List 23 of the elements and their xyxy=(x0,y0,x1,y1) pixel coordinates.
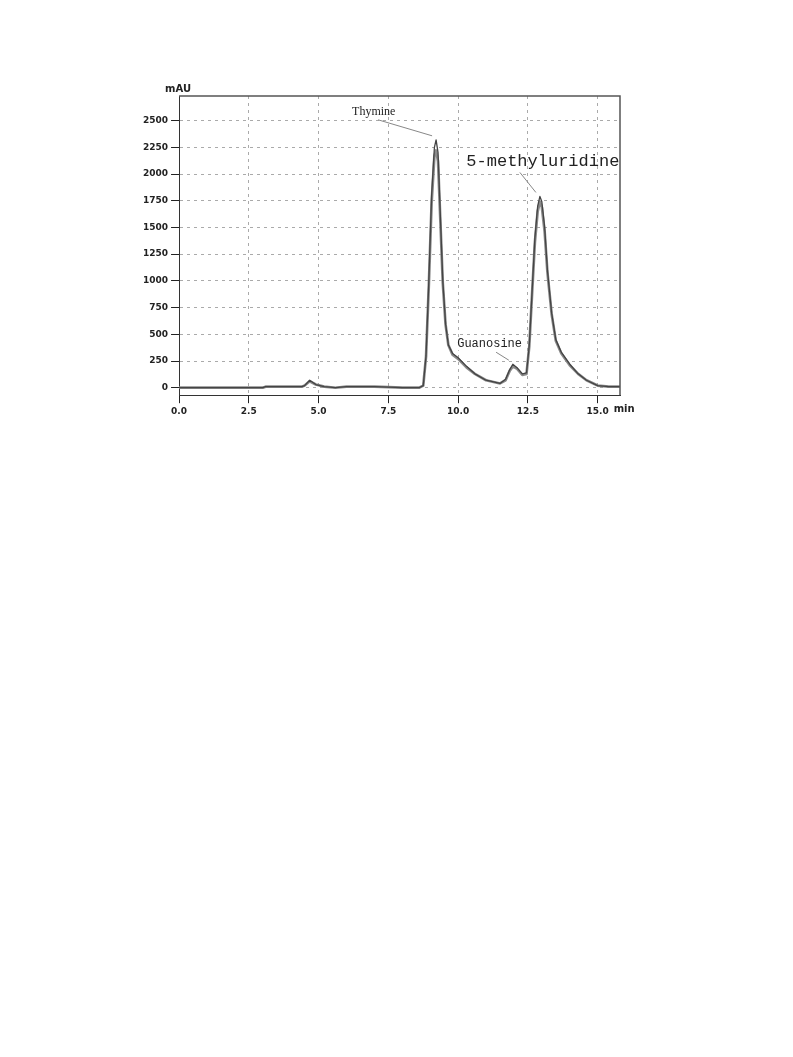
y-tick-label: 2500 xyxy=(142,114,169,125)
x-tick-label: 10.0 xyxy=(447,405,470,416)
y-tick-label: 250 xyxy=(149,355,169,366)
y-tick-label: 1750 xyxy=(142,195,169,206)
y-tick-label: 1500 xyxy=(142,221,169,232)
y-tick-label: 1250 xyxy=(142,248,169,259)
x-tick-label: 7.5 xyxy=(380,405,397,416)
y-tick-label: 0 xyxy=(161,382,169,393)
annotation: 5-methyluridine xyxy=(466,152,620,172)
x-tick-label: 0.0 xyxy=(171,405,188,416)
y-tick-label: 1000 xyxy=(142,275,169,286)
y-tick-label: 500 xyxy=(149,328,169,339)
x-axis-title: min xyxy=(613,402,635,414)
y-axis-title: mAU xyxy=(165,82,192,94)
x-tick-label: 15.0 xyxy=(586,405,609,416)
y-tick-label: 750 xyxy=(149,301,169,312)
annotation: Guanosine xyxy=(457,337,522,352)
x-tick-label: 2.5 xyxy=(240,405,257,416)
x-tick-label: 12.5 xyxy=(516,405,540,416)
x-tick-label: 5.0 xyxy=(310,405,327,416)
annotation: Thymine xyxy=(352,103,396,118)
y-tick-label: 2000 xyxy=(142,168,169,179)
y-tick-label: 2250 xyxy=(142,141,169,152)
